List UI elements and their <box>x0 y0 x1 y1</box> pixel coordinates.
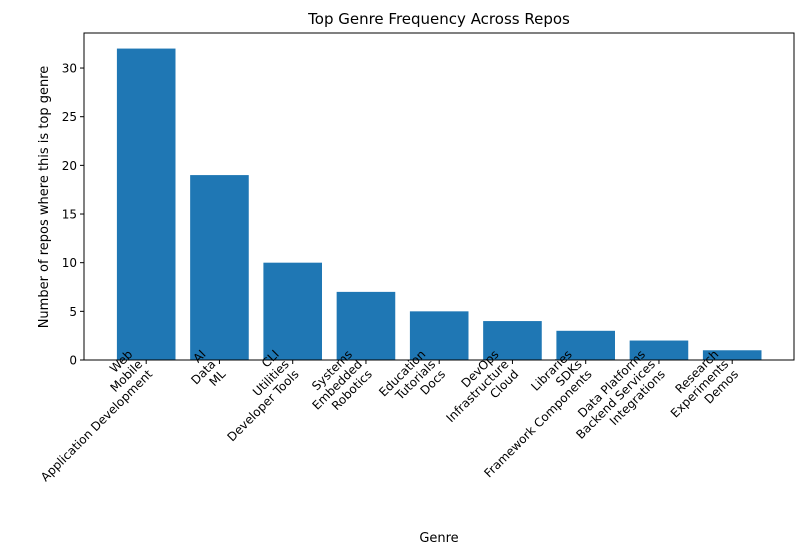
bar <box>263 262 322 360</box>
y-tick-label: 30 <box>62 62 77 76</box>
y-tick-label: 5 <box>69 305 77 319</box>
bar <box>702 350 762 360</box>
bar <box>556 330 615 360</box>
bar <box>190 175 249 360</box>
y-axis: 0 5 10 15 20 25 30 <box>62 62 84 368</box>
x-axis-label: Genre <box>419 531 458 542</box>
bar <box>483 321 542 360</box>
bar <box>116 48 176 360</box>
bars-group <box>116 48 762 361</box>
y-axis-label: Number of repos where this is top genre <box>37 66 52 329</box>
y-tick-label: 20 <box>62 159 77 173</box>
bar <box>336 291 396 361</box>
chart-title: Top Genre Frequency Across Repos <box>307 10 570 28</box>
y-tick-label: 10 <box>62 256 77 270</box>
y-tick-label: 0 <box>69 354 77 368</box>
y-tick-label: 15 <box>62 208 77 222</box>
bar <box>629 340 689 360</box>
y-tick-label: 25 <box>62 110 77 124</box>
bar <box>409 311 469 360</box>
